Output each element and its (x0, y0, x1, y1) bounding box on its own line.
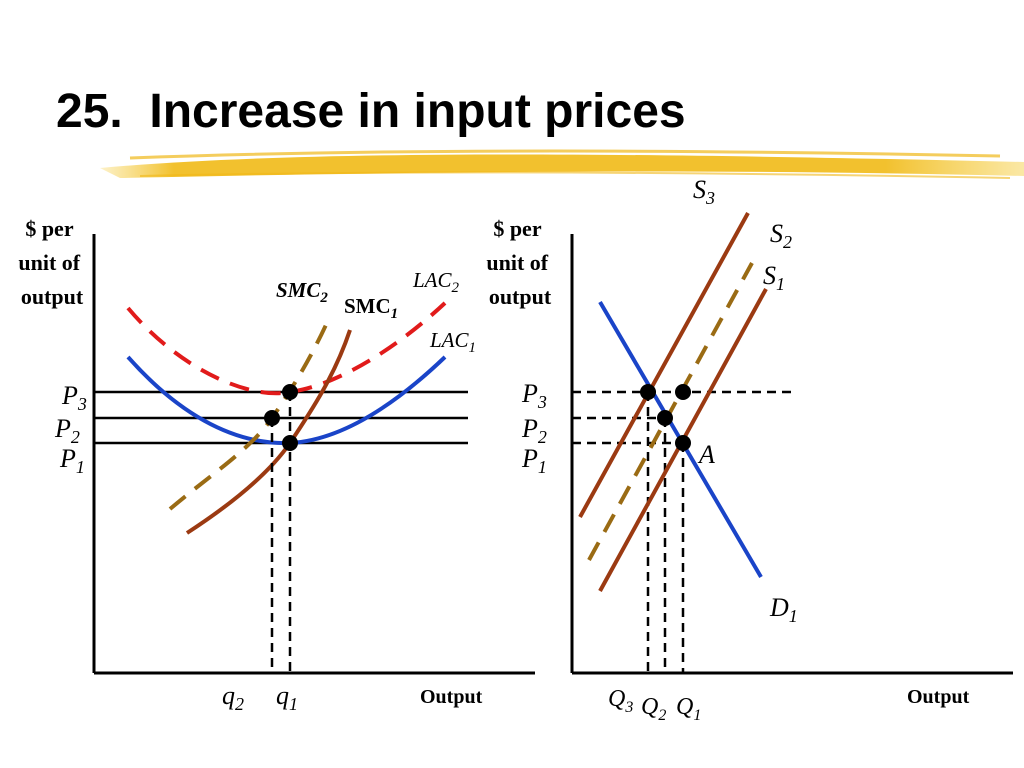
left-point-p1 (282, 435, 298, 451)
left-label-p1: P1 (59, 444, 85, 477)
left-x-axis-label: Output (420, 686, 483, 708)
label-s1: S1 (763, 261, 785, 294)
right-panel: $ per unit of output (486, 175, 1013, 724)
lac2-curve (126, 301, 447, 396)
label-smc2: SMC2 (276, 278, 328, 306)
s2-curve (587, 262, 754, 561)
label-lac2: LAC2 (412, 268, 460, 296)
s3-curve (578, 212, 750, 518)
right-label-q1: Q1 (676, 694, 701, 724)
left-panel: $ per unit of output (18, 216, 535, 714)
left-label-q1: q1 (276, 681, 298, 714)
right-y-axis-label: $ per unit of output (486, 216, 553, 309)
label-smc1: SMC1 (344, 294, 398, 322)
right-point-p2 (657, 410, 673, 426)
page-title: 25. Increase in input prices (56, 85, 686, 138)
label-point-a: A (697, 440, 715, 469)
right-point-p3-b (675, 384, 691, 400)
right-label-p3: P3 (521, 379, 547, 412)
left-label-p2: P2 (54, 414, 80, 447)
label-lac1: LAC1 (429, 328, 476, 356)
left-point-p3 (282, 384, 298, 400)
right-label-p1: P1 (521, 444, 547, 477)
label-s2: S2 (770, 219, 792, 252)
right-point-p3-a (640, 384, 656, 400)
right-x-axis-label: Output (907, 686, 970, 708)
right-point-a (675, 435, 691, 451)
right-label-q2: Q2 (641, 694, 666, 724)
label-s3: S3 (693, 175, 715, 208)
left-point-p2 (264, 410, 280, 426)
lac1-curve (126, 355, 447, 446)
left-label-q2: q2 (222, 681, 244, 714)
right-label-q3: Q3 (608, 686, 633, 716)
left-label-p3: P3 (61, 381, 87, 414)
left-y-axis-label: $ per unit of output (18, 216, 85, 309)
label-d1: D1 (769, 593, 798, 626)
right-label-p2: P2 (521, 414, 547, 447)
smc1-curve (185, 329, 352, 535)
